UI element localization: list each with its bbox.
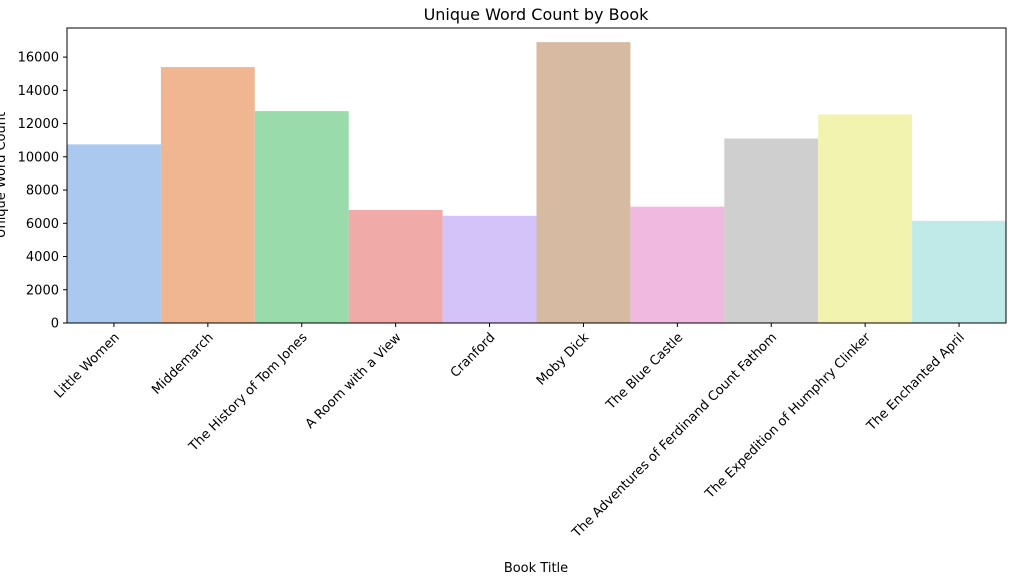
y-tick-label: 4000 — [26, 250, 59, 265]
x-tick-label: Cranford — [448, 330, 499, 381]
x-tick-label: Little Women — [52, 330, 123, 401]
x-tick-label: A Room with a View — [303, 330, 405, 432]
bar — [442, 215, 537, 323]
bar — [348, 209, 443, 323]
y-tick-label: 10000 — [18, 150, 59, 165]
bar — [160, 67, 255, 323]
y-tick-label: 14000 — [18, 84, 59, 99]
bar — [536, 42, 631, 323]
bar — [912, 220, 1006, 323]
y-tick-label: 16000 — [18, 51, 59, 66]
x-tick-label: The Adventures of Ferdinand Count Fathom — [569, 330, 780, 541]
y-tick-label: 8000 — [26, 184, 59, 199]
y-axis: 0 2000 4000 6000 8000 10000 12000 14000 16000 — [18, 51, 67, 332]
y-tick-label: 6000 — [26, 217, 59, 232]
x-tick-label: The Enchanted April — [864, 330, 968, 434]
x-tick-label: Moby Dick — [534, 330, 593, 389]
x-tick-label: Middemarch — [149, 330, 216, 397]
x-tick-label: The Blue Castle — [603, 330, 686, 413]
y-tick-label: 2000 — [26, 283, 59, 298]
x-tick-label: The Expedition of Humphry Clinker — [702, 330, 875, 503]
plot-frame — [66, 27, 1007, 324]
y-tick-label: 0 — [51, 317, 59, 332]
bar — [67, 144, 161, 323]
bar — [630, 206, 725, 323]
bar — [818, 114, 913, 323]
bar — [724, 138, 819, 323]
chart-title: Unique Word Count by Book — [424, 5, 650, 24]
x-axis-label: Book Title — [504, 561, 568, 576]
bars — [67, 42, 1006, 323]
y-tick-label: 12000 — [18, 117, 59, 132]
y-axis-label: Unique Word Count — [0, 112, 9, 238]
bar — [254, 111, 349, 323]
